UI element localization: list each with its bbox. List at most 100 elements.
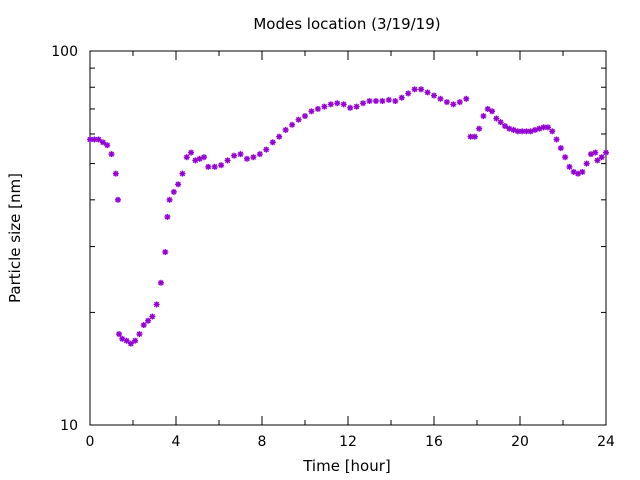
data-point (583, 160, 590, 167)
data-point (587, 151, 594, 158)
data-point (603, 149, 609, 156)
data-point (398, 94, 405, 101)
data-point (353, 103, 360, 110)
data-point (200, 154, 207, 161)
data-point (164, 213, 171, 220)
data-point (157, 279, 164, 286)
data-point (418, 86, 425, 93)
data-point (104, 142, 111, 149)
data-point (166, 196, 173, 203)
x-axis-title: Time [hour] (302, 457, 391, 475)
data-point (405, 90, 412, 97)
data-point (269, 139, 276, 146)
data-point (218, 162, 225, 169)
data-point (340, 101, 347, 108)
data-point (237, 151, 244, 158)
data-point (579, 168, 586, 175)
data-point (136, 331, 143, 338)
data-point (484, 105, 491, 112)
data-point (549, 128, 556, 135)
data-point (379, 98, 386, 105)
data-point (360, 100, 367, 107)
data-point (497, 119, 504, 126)
data-point (456, 99, 463, 106)
data-point (123, 337, 130, 344)
data-point (289, 121, 296, 128)
data-point (471, 133, 478, 140)
data-point (476, 125, 483, 132)
x-tick-label: 4 (172, 434, 181, 450)
x-tick-label: 0 (86, 434, 95, 450)
data-point (598, 154, 605, 161)
data-point (385, 96, 392, 103)
data-point (224, 157, 231, 164)
data-point (480, 113, 487, 120)
data-points-group (87, 86, 609, 347)
data-point (443, 99, 450, 106)
data-point (437, 95, 444, 102)
data-point (116, 331, 123, 338)
data-point (327, 101, 334, 108)
data-point (276, 133, 283, 140)
data-point (99, 139, 106, 146)
data-point (557, 145, 564, 152)
y-tick-label: 10 (60, 418, 78, 434)
data-point (302, 113, 308, 120)
data-point (256, 151, 263, 158)
y-axis-title: Particle size [nm] (6, 173, 24, 303)
x-tick-label: 16 (425, 434, 443, 450)
data-point (114, 196, 121, 203)
data-point (132, 337, 139, 344)
data-point (594, 157, 601, 164)
chart-title: Modes location (3/19/19) (253, 15, 440, 33)
data-point (149, 313, 156, 320)
data-point (411, 86, 418, 93)
data-point (250, 154, 257, 161)
data-point (153, 301, 160, 308)
data-point (566, 163, 573, 170)
x-tick-label: 20 (511, 434, 529, 450)
data-point (553, 136, 560, 143)
data-point (489, 108, 496, 115)
data-point (127, 340, 134, 347)
data-point (188, 149, 195, 156)
data-point (314, 105, 321, 112)
data-point (170, 188, 177, 195)
data-point (162, 249, 169, 256)
data-point (179, 170, 186, 177)
data-point (175, 181, 182, 188)
data-point (205, 163, 212, 170)
data-point (95, 136, 102, 143)
data-point (145, 317, 152, 324)
x-tick-label: 8 (258, 434, 267, 450)
y-tick-label: 100 (51, 44, 78, 60)
data-point (366, 98, 373, 105)
data-point (501, 123, 508, 130)
data-point (431, 92, 437, 99)
data-point (108, 151, 115, 158)
data-point (231, 152, 238, 159)
data-point (450, 101, 457, 108)
data-point (263, 146, 270, 153)
data-point (183, 154, 190, 161)
data-point (334, 100, 341, 107)
data-point (463, 95, 470, 102)
data-point (372, 98, 379, 105)
data-point (347, 104, 354, 111)
data-point (321, 103, 328, 110)
data-point (519, 128, 526, 135)
axes-group: 0 4 8 12 16 20 24 10 100 (51, 44, 615, 450)
data-point (112, 170, 119, 177)
x-tick-label: 12 (339, 434, 357, 450)
data-point (392, 98, 399, 105)
data-point (140, 322, 147, 329)
data-point (592, 149, 599, 156)
data-point (544, 124, 551, 131)
data-point (424, 89, 431, 96)
data-point (514, 128, 521, 135)
data-point (282, 126, 289, 133)
data-point (562, 154, 569, 161)
data-point (493, 115, 500, 122)
data-point (295, 116, 302, 123)
